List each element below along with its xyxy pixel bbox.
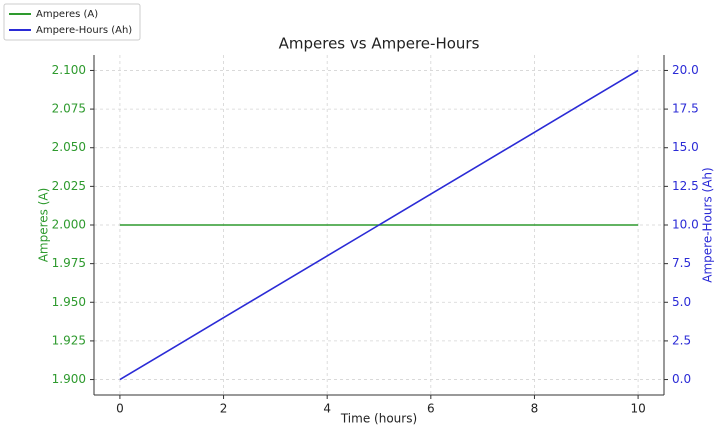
y2-tick-label: 0.0 — [672, 372, 691, 386]
y-tick-label: 1.925 — [52, 333, 86, 347]
y-tick-label: 2.050 — [52, 140, 86, 154]
y2-tick-label: 12.5 — [672, 179, 699, 193]
legend-box — [3, 3, 141, 41]
y-tick-label: 2.075 — [52, 102, 86, 116]
y-tick-label: 2.025 — [52, 179, 86, 193]
y2-tick-label: 5.0 — [672, 295, 691, 309]
x-tick-label: 8 — [531, 402, 539, 416]
y-tick-label: 2.100 — [52, 63, 86, 77]
x-tick-label: 6 — [427, 402, 435, 416]
y2-axis-label: Ampere-Hours (Ah) — [701, 167, 715, 282]
y-axis-label: Amperes (A) — [37, 188, 51, 263]
x-tick-label: 0 — [116, 402, 124, 416]
y2-tick-label: 17.5 — [672, 102, 699, 116]
y-tick-label: 2.000 — [52, 218, 86, 232]
x-tick-label: 2 — [220, 402, 228, 416]
chart-title: Amperes vs Ampere-Hours — [279, 35, 480, 53]
y2-tick-label: 10.0 — [672, 218, 699, 232]
y-tick-label: 1.950 — [52, 295, 86, 309]
y2-tick-label: 20.0 — [672, 63, 699, 77]
x-axis-label: Time (hours) — [340, 412, 417, 426]
y2-tick-label: 15.0 — [672, 140, 699, 154]
y2-tick-label: 7.5 — [672, 256, 691, 270]
data-line — [119, 69, 639, 381]
y-tick-label: 1.900 — [52, 372, 86, 386]
y-tick-label: 1.975 — [52, 256, 86, 270]
legend-label: Amperes (A) — [36, 9, 98, 20]
x-tick-label: 4 — [323, 402, 331, 416]
legend-label: Ampere-Hours (Ah) — [36, 25, 132, 36]
y2-tick-label: 2.5 — [672, 333, 691, 347]
x-tick-label: 10 — [630, 402, 645, 416]
